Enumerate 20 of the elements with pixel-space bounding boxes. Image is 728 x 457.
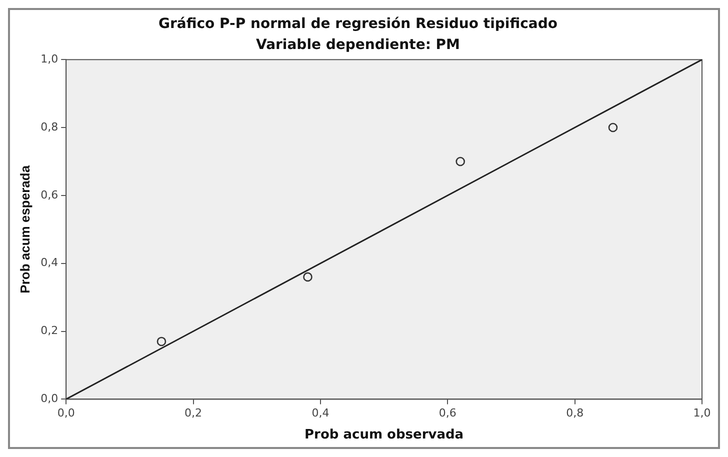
point (456, 156, 466, 166)
x-tick-label: 1,0 (693, 406, 711, 420)
point (156, 336, 166, 346)
point (608, 122, 618, 132)
point (303, 272, 312, 282)
y-tick-label: 0,8 (40, 120, 58, 134)
y-tick-label: 0,0 (40, 392, 58, 406)
y-tick-label: 1,0 (40, 52, 58, 66)
x-tick-label: 0,6 (438, 406, 456, 420)
y-tick-label: 0,6 (40, 188, 58, 202)
x-tick-label: 0,4 (312, 406, 330, 420)
chart-subtitle: Variable dependiente: PM (256, 36, 460, 53)
x-axis-title: Prob acum observada (304, 428, 464, 443)
y-tick-label: 0,4 (40, 256, 58, 270)
x-tick-label: 0,2 (184, 406, 202, 420)
x-tick-label: 0,8 (566, 406, 584, 420)
x-tick-label: 0,0 (57, 406, 75, 420)
chart-title: Gráfico P-P normal de regresión Residuo tipificado (158, 16, 558, 32)
y-axis-title: Prob acum esperada (17, 164, 32, 294)
y-tick-label: 0,2 (40, 324, 58, 338)
